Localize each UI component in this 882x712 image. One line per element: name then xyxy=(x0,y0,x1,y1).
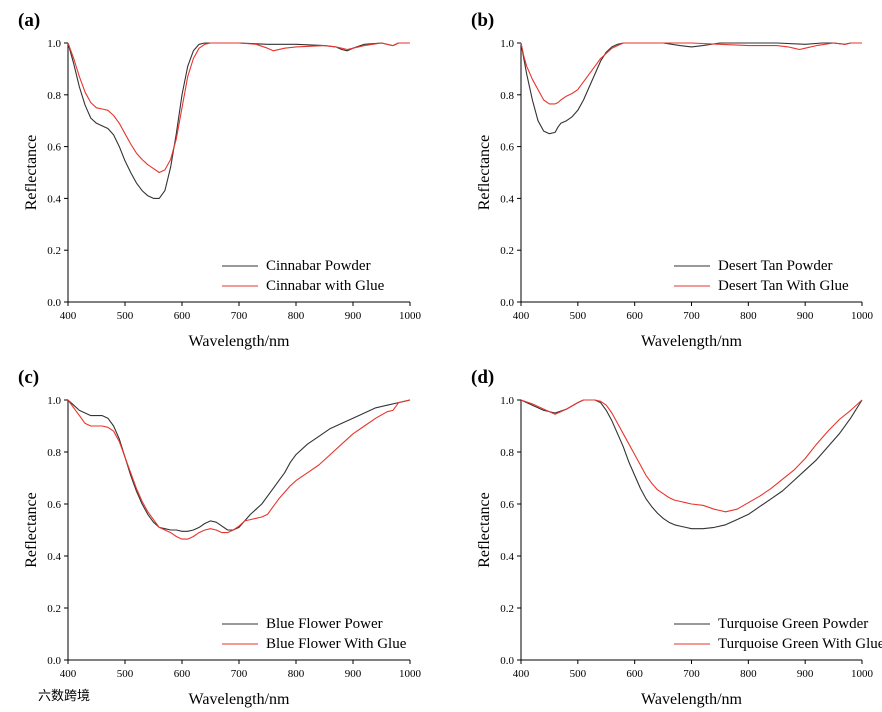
chart-panel-2: 400 500 600 700 800 900 1000 0.0 0.2 0.4 0.6 0.8 1.0… xyxy=(471,10,874,350)
figure-panels: 400 500 600 700 800 900 1000 0.0 0.2 0.4 0.6 0.8 1.0… xyxy=(18,10,882,708)
y-tick-label: 0.4 xyxy=(500,551,514,563)
x-tick-label: 900 xyxy=(797,310,814,322)
x-tick-label: 700 xyxy=(231,310,248,322)
legend-label-powder: Cinnabar Powder xyxy=(266,258,371,274)
y-tick-label: 0.0 xyxy=(47,297,61,309)
x-tick-label: 600 xyxy=(626,310,643,322)
y-axis-title: Reflectance xyxy=(476,492,493,568)
x-tick-label: 400 xyxy=(513,668,530,680)
y-axis-title: Reflectance xyxy=(23,492,40,568)
x-tick-label: 800 xyxy=(288,310,305,322)
panel-label: (c) xyxy=(18,367,39,388)
y-tick-label: 0.0 xyxy=(500,655,514,667)
x-tick-label: 900 xyxy=(345,668,362,680)
y-tick-label: 0.6 xyxy=(500,499,514,511)
y-tick-label: 0.2 xyxy=(500,603,514,615)
y-tick-label: 0.8 xyxy=(47,90,61,102)
x-tick-label: 1000 xyxy=(851,668,874,680)
x-tick-label: 800 xyxy=(288,668,305,680)
x-axis-title: Wavelength/nm xyxy=(641,333,742,350)
y-axis-title: Reflectance xyxy=(23,135,40,211)
x-axis-title: Wavelength/nm xyxy=(189,333,290,350)
y-tick-label: 0.4 xyxy=(47,551,61,563)
legend-label-powder: Desert Tan Powder xyxy=(718,258,832,274)
legend-label-powder: Turquoise Green Powder xyxy=(718,616,868,632)
y-tick-label: 0.2 xyxy=(47,603,61,615)
x-tick-label: 900 xyxy=(797,668,814,680)
x-tick-label: 400 xyxy=(513,310,530,322)
x-tick-label: 500 xyxy=(117,668,134,680)
y-tick-label: 1.0 xyxy=(500,38,514,50)
y-axis-title: Reflectance xyxy=(476,135,493,211)
x-tick-label: 400 xyxy=(60,668,77,680)
y-tick-label: 1.0 xyxy=(500,395,514,407)
series-line-powder xyxy=(520,42,862,135)
y-tick-label: 0.2 xyxy=(47,245,61,257)
x-axis-title: Wavelength/nm xyxy=(641,691,742,708)
y-tick-label: 0.4 xyxy=(47,193,61,205)
x-tick-label: 1000 xyxy=(399,668,422,680)
series-line-glue xyxy=(67,42,410,174)
x-axis-title: Wavelength/nm xyxy=(189,691,290,708)
y-tick-label: 1.0 xyxy=(47,38,61,50)
series-line-powder xyxy=(67,399,411,532)
y-tick-label: 0.6 xyxy=(47,142,61,154)
legend-label-glue: Blue Flower With Glue xyxy=(266,636,407,652)
legend-label-glue: Desert Tan With Glue xyxy=(718,278,849,294)
y-tick-label: 1.0 xyxy=(47,395,61,407)
y-tick-label: 0.0 xyxy=(47,655,61,667)
y-tick-label: 0.6 xyxy=(500,142,514,154)
x-tick-label: 700 xyxy=(683,668,700,680)
x-tick-label: 600 xyxy=(174,668,191,680)
y-tick-label: 0.8 xyxy=(500,90,514,102)
series-line-glue xyxy=(67,399,411,540)
x-tick-label: 600 xyxy=(626,668,643,680)
series-line-glue xyxy=(520,399,863,513)
y-tick-label: 0.2 xyxy=(500,245,514,257)
x-tick-label: 600 xyxy=(174,310,191,322)
y-tick-label: 0.4 xyxy=(500,193,514,205)
x-tick-label: 900 xyxy=(345,310,362,322)
panel-label: (d) xyxy=(471,367,494,388)
series-line-glue xyxy=(520,42,862,105)
y-tick-label: 0.6 xyxy=(47,499,61,511)
x-tick-label: 400 xyxy=(60,310,77,322)
x-tick-label: 700 xyxy=(683,310,700,322)
x-tick-label: 500 xyxy=(117,310,134,322)
chart-panel-4: 400 500 600 700 800 900 1000 0.0 0.2 0.4 0.6 0.8 1.0… xyxy=(471,367,882,708)
x-tick-label: 700 xyxy=(231,668,248,680)
legend-label-powder: Blue Flower Power xyxy=(266,616,383,632)
x-tick-label: 1000 xyxy=(399,310,422,322)
chart-panel-3: 400 500 600 700 800 900 1000 0.0 0.2 0.4 0.6 0.8 1.0… xyxy=(18,367,422,708)
legend-label-glue: Turquoise Green With Glue xyxy=(718,636,882,652)
y-tick-label: 0.0 xyxy=(500,297,514,309)
panel-label: (a) xyxy=(18,10,40,31)
x-tick-label: 500 xyxy=(570,668,587,680)
x-tick-label: 1000 xyxy=(851,310,874,322)
series-line-powder xyxy=(520,399,863,530)
chart-panel-1: 400 500 600 700 800 900 1000 0.0 0.2 0.4 0.6 0.8 1.0… xyxy=(18,10,422,350)
y-tick-label: 0.8 xyxy=(47,447,61,459)
y-tick-label: 0.8 xyxy=(500,447,514,459)
watermark-text: 六数跨境 xyxy=(38,688,90,703)
x-tick-label: 800 xyxy=(740,668,757,680)
legend-label-glue: Cinnabar with Glue xyxy=(266,278,385,294)
series-line-powder xyxy=(67,42,410,199)
x-tick-label: 800 xyxy=(740,310,757,322)
x-tick-label: 500 xyxy=(570,310,587,322)
panel-label: (b) xyxy=(471,10,494,31)
